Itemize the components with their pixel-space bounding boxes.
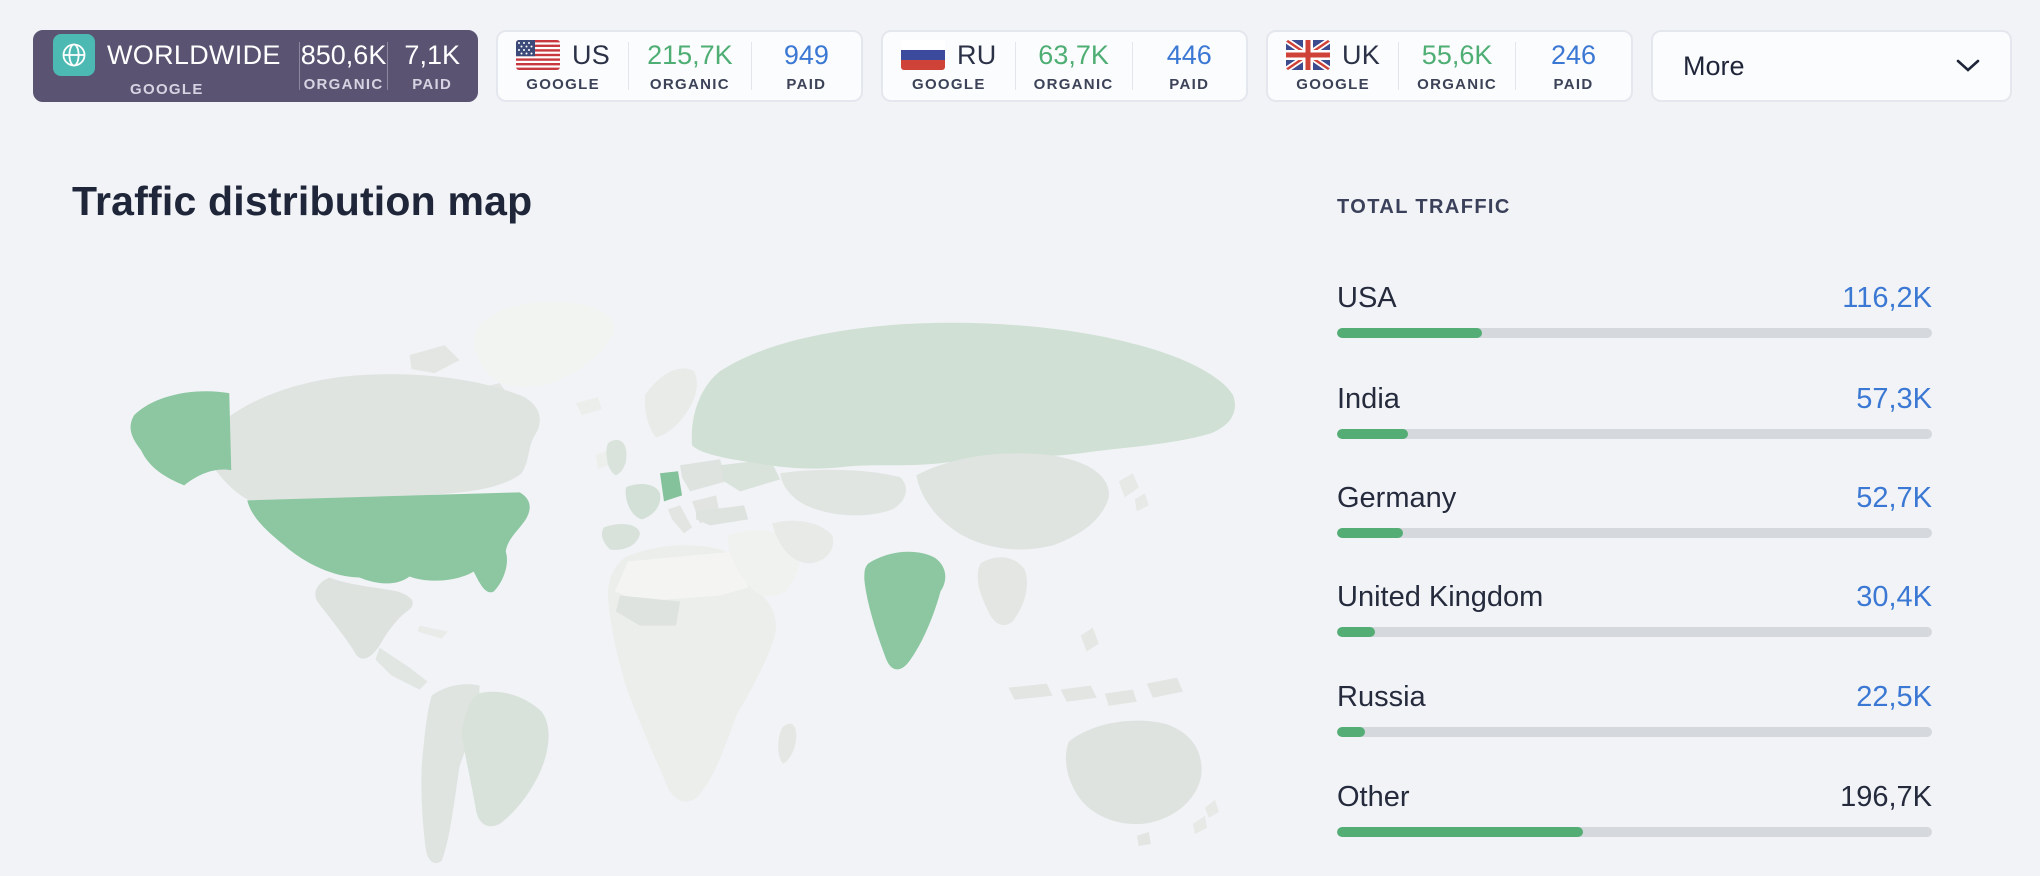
country-australia bbox=[1065, 720, 1202, 825]
traffic-bar-fill bbox=[1337, 328, 1483, 338]
traffic-bar-fill bbox=[1337, 827, 1583, 837]
paid-label: PAID bbox=[412, 75, 453, 93]
traffic-row-usa: USA 116,2K bbox=[1337, 282, 1932, 338]
traffic-bar bbox=[1337, 827, 1932, 837]
country-mexico bbox=[315, 577, 413, 659]
tab-worldwide[interactable]: WORLDWIDE GOOGLE 850,6K ORGANIC 7,1K PAI… bbox=[33, 30, 478, 102]
traffic-value-link[interactable]: 57,3K bbox=[1856, 383, 1932, 415]
traffic-value: 196,7K bbox=[1840, 781, 1932, 813]
traffic-country-label: Other bbox=[1337, 781, 1410, 813]
tab-us[interactable]: US GOOGLE 215,7K ORGANIC 949 PAID bbox=[496, 30, 863, 102]
traffic-bar bbox=[1337, 429, 1932, 439]
traffic-row-united-kingdom: United Kingdom 30,4K bbox=[1337, 581, 1932, 637]
country-germany bbox=[659, 471, 683, 502]
paid-label: PAID bbox=[1553, 75, 1594, 93]
organic-value: 850,6K bbox=[300, 39, 387, 70]
traffic-bar-fill bbox=[1337, 727, 1365, 737]
tab-engine-label: GOOGLE bbox=[130, 81, 204, 98]
traffic-value-link[interactable]: 116,2K bbox=[1842, 282, 1932, 314]
paid-label: PAID bbox=[786, 75, 827, 93]
uk-flag-icon bbox=[1286, 40, 1330, 70]
organic-label: ORGANIC bbox=[303, 75, 384, 93]
traffic-country-label: USA bbox=[1337, 282, 1397, 314]
traffic-bar-fill bbox=[1337, 429, 1409, 439]
total-traffic-title: TOTAL TRAFFIC bbox=[1337, 196, 1511, 218]
us-flag-icon bbox=[516, 40, 560, 70]
traffic-bar bbox=[1337, 727, 1932, 737]
traffic-country-label: India bbox=[1337, 383, 1400, 415]
organic-value: 215,7K bbox=[647, 39, 733, 70]
more-dropdown[interactable]: More bbox=[1651, 30, 2012, 102]
traffic-row-germany: Germany 52,7K bbox=[1337, 482, 1932, 538]
more-label: More bbox=[1683, 50, 1745, 81]
traffic-value-link[interactable]: 30,4K bbox=[1856, 581, 1932, 613]
organic-value: 55,6K bbox=[1421, 39, 1493, 70]
search-engine-tabs: WORLDWIDE GOOGLE 850,6K ORGANIC 7,1K PAI… bbox=[33, 30, 2012, 102]
divider bbox=[628, 42, 630, 90]
traffic-value-link[interactable]: 52,7K bbox=[1856, 482, 1932, 514]
country-uk bbox=[606, 439, 627, 476]
traffic-row-india: India 57,3K bbox=[1337, 383, 1932, 439]
country-brazil bbox=[461, 691, 549, 827]
organic-label: ORGANIC bbox=[649, 75, 730, 93]
country-canada bbox=[199, 374, 540, 501]
traffic-bar bbox=[1337, 328, 1932, 338]
organic-label: ORGANIC bbox=[1417, 75, 1498, 93]
traffic-bar-fill bbox=[1337, 528, 1404, 538]
tab-uk[interactable]: UK GOOGLE 55,6K ORGANIC 246 PAID bbox=[1266, 30, 1633, 102]
divider bbox=[1398, 42, 1400, 90]
paid-value: 446 bbox=[1166, 39, 1212, 70]
country-france bbox=[625, 483, 661, 520]
country-usa-alaska bbox=[130, 391, 232, 486]
organic-label: ORGANIC bbox=[1033, 75, 1114, 93]
traffic-value-link[interactable]: 22,5K bbox=[1856, 681, 1932, 713]
country-spain bbox=[601, 524, 640, 550]
traffic-bar bbox=[1337, 528, 1932, 538]
tab-country-label: WORLDWIDE bbox=[107, 39, 281, 70]
divider bbox=[387, 42, 389, 90]
total-traffic-panel: TOTAL TRAFFIC bbox=[1337, 196, 1932, 219]
divider bbox=[1014, 42, 1016, 90]
country-russia bbox=[691, 322, 1235, 469]
tab-engine-label: GOOGLE bbox=[1296, 75, 1370, 93]
tab-country-label: US bbox=[572, 39, 611, 70]
country-india bbox=[864, 551, 946, 670]
organic-value: 63,7K bbox=[1038, 39, 1109, 70]
traffic-row-russia: Russia 22,5K bbox=[1337, 681, 1932, 737]
tab-country-label: RU bbox=[957, 39, 997, 70]
tab-country-label: UK bbox=[1342, 39, 1381, 70]
divider bbox=[1515, 42, 1517, 90]
paid-label: PAID bbox=[1169, 75, 1210, 93]
ru-flag-icon bbox=[901, 40, 945, 70]
globe-icon bbox=[53, 34, 95, 76]
tab-ru[interactable]: RU GOOGLE 63,7K ORGANIC 446 PAID bbox=[881, 30, 1248, 102]
divider bbox=[298, 42, 300, 90]
country-usa bbox=[247, 492, 530, 593]
page-title: Traffic distribution map bbox=[72, 178, 533, 224]
traffic-country-label: Russia bbox=[1337, 681, 1426, 713]
tab-engine-label: GOOGLE bbox=[911, 75, 986, 93]
paid-value: 949 bbox=[783, 39, 829, 70]
paid-value: 246 bbox=[1550, 39, 1597, 70]
divider bbox=[1131, 42, 1133, 90]
traffic-bar bbox=[1337, 627, 1932, 637]
traffic-row-other: Other 196,7K bbox=[1337, 781, 1932, 837]
tab-engine-label: GOOGLE bbox=[526, 75, 600, 93]
traffic-country-label: Germany bbox=[1337, 482, 1457, 514]
country-ukraine bbox=[720, 459, 781, 492]
traffic-bar-fill bbox=[1337, 627, 1376, 637]
paid-value: 7,1K bbox=[404, 39, 460, 70]
world-map[interactable] bbox=[75, 295, 1255, 876]
chevron-down-icon bbox=[1956, 59, 1980, 72]
traffic-country-label: United Kingdom bbox=[1337, 581, 1544, 613]
country-greenland bbox=[474, 301, 614, 388]
world-map-svg bbox=[130, 301, 1235, 864]
divider bbox=[750, 42, 752, 90]
